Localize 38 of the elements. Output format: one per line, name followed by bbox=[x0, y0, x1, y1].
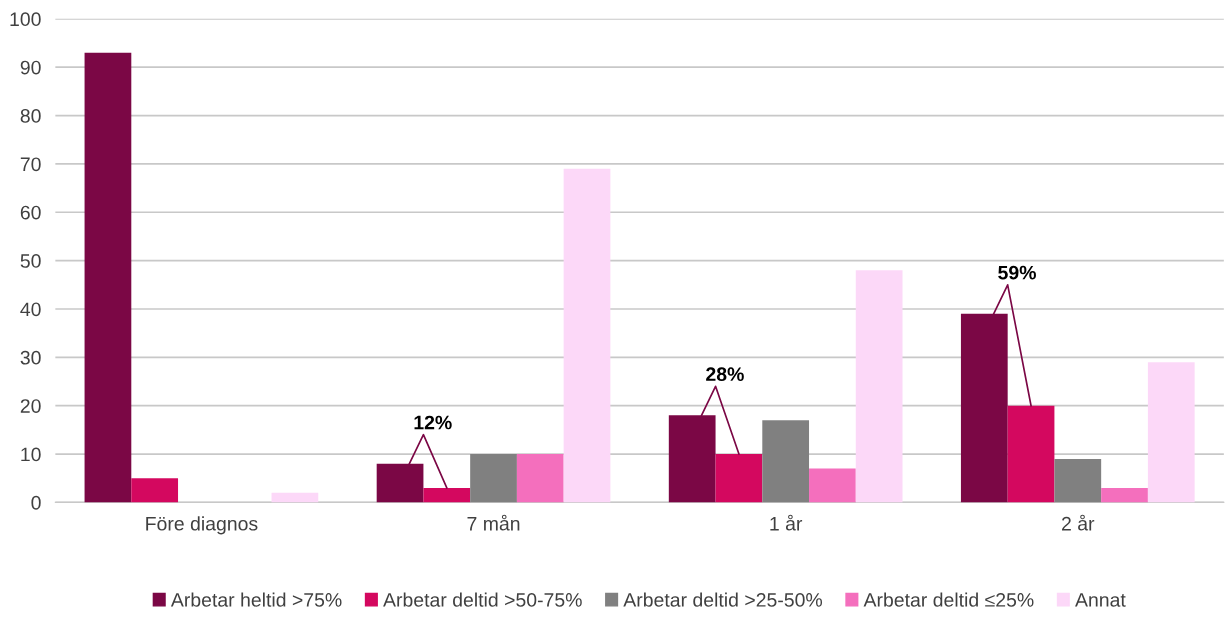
bar bbox=[1007, 405, 1055, 503]
x-tick-label: Före diagnos bbox=[146, 516, 258, 535]
y-tick-label: 30 bbox=[20, 350, 41, 365]
legend-label: Arbetar deltid >50-75% bbox=[383, 592, 582, 607]
y-tick-label: 40 bbox=[20, 302, 41, 317]
bar bbox=[1054, 458, 1102, 503]
legend-label: Annat bbox=[1075, 593, 1126, 607]
bar bbox=[855, 270, 903, 503]
annotation: 59% bbox=[998, 265, 1036, 280]
bar bbox=[1147, 362, 1195, 503]
bar bbox=[809, 468, 856, 503]
bar bbox=[131, 478, 179, 503]
legend-label: Arbetar deltid ≤25% bbox=[863, 592, 1034, 607]
y-tick-label: 100 bbox=[10, 12, 41, 27]
y-tick-label: 20 bbox=[20, 399, 41, 413]
y-tick-label: 50 bbox=[20, 254, 41, 268]
y-tick-label: 60 bbox=[20, 205, 41, 220]
y-tick-label: 70 bbox=[20, 157, 41, 172]
annotation: 12% bbox=[414, 415, 452, 430]
bar bbox=[762, 420, 810, 503]
y-tick-label: 80 bbox=[20, 109, 41, 123]
x-tick-label: 2 år bbox=[1062, 514, 1095, 531]
bar bbox=[516, 454, 564, 503]
legend-label: Arbetar heltid >75% bbox=[170, 592, 342, 607]
annotation: 28% bbox=[706, 367, 744, 382]
x-tick-label: 7 mån bbox=[467, 514, 520, 531]
bar bbox=[271, 492, 319, 503]
bar bbox=[563, 168, 611, 503]
x-tick-label: 1 år bbox=[770, 514, 803, 531]
bar bbox=[423, 487, 471, 503]
bar bbox=[715, 454, 763, 503]
bar bbox=[1101, 487, 1148, 503]
y-tick-label: 10 bbox=[21, 447, 41, 462]
y-tick-label: 0 bbox=[31, 495, 41, 510]
legend-label: Arbetar deltid >25-50% bbox=[623, 592, 823, 607]
bar bbox=[84, 52, 132, 503]
y-tick-label: 90 bbox=[20, 60, 41, 75]
bar bbox=[470, 454, 517, 503]
